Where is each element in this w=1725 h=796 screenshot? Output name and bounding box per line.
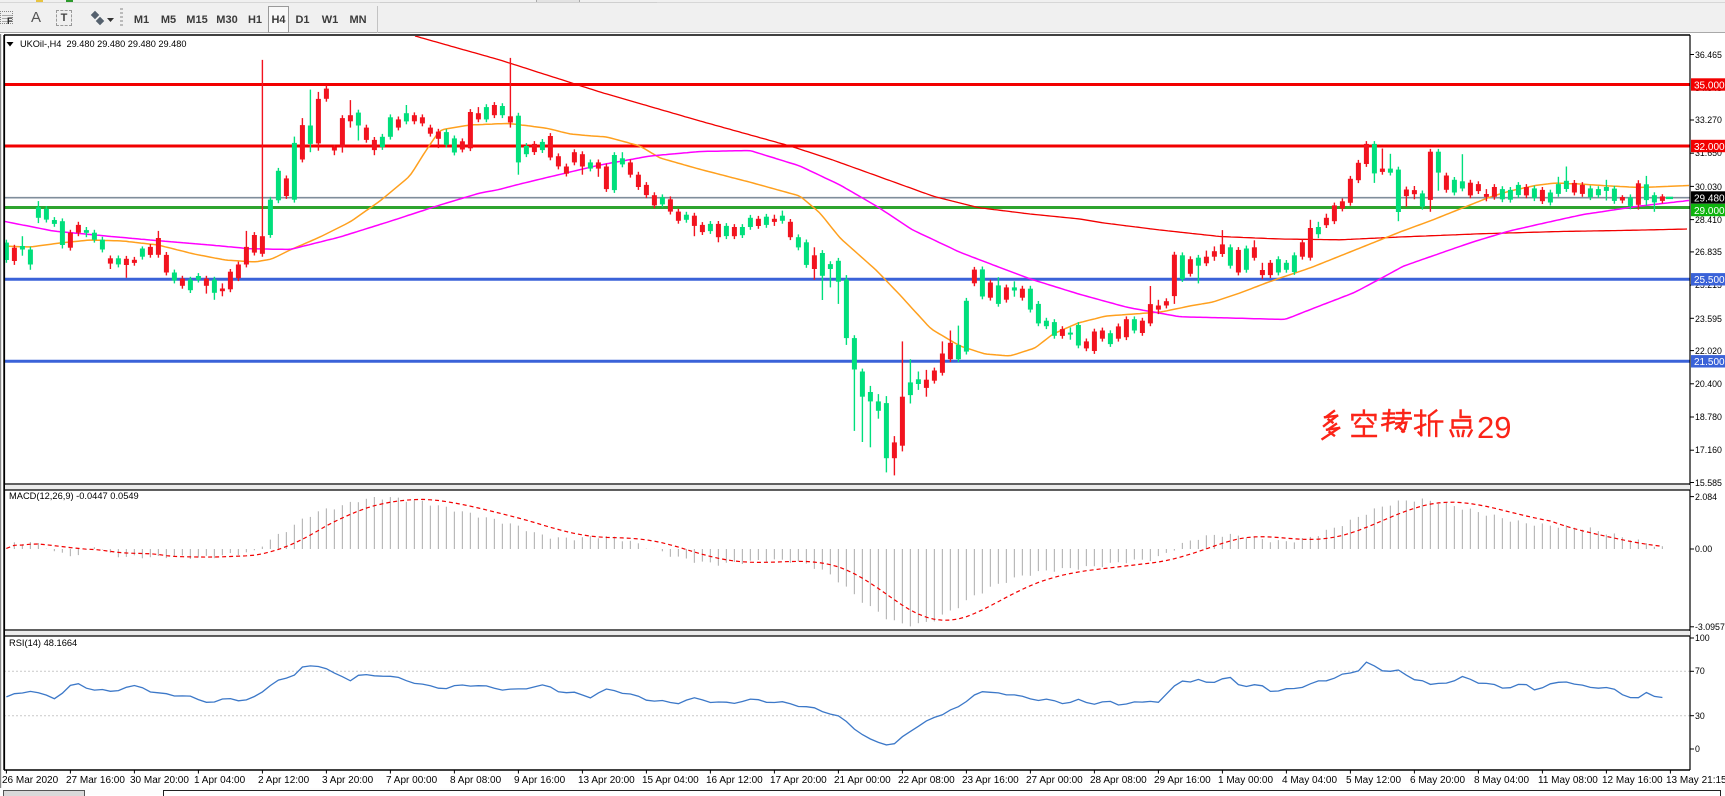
svg-text:27 Apr 00:00: 27 Apr 00:00: [1026, 775, 1083, 786]
svg-text:8 Apr 08:00: 8 Apr 08:00: [450, 775, 502, 786]
svg-text:28 Apr 08:00: 28 Apr 08:00: [1090, 775, 1147, 786]
svg-text:5 May 12:00: 5 May 12:00: [1346, 775, 1401, 786]
svg-text:23.595: 23.595: [1695, 314, 1722, 324]
svg-text:33.270: 33.270: [1695, 115, 1722, 125]
svg-text:-3.0957: -3.0957: [1695, 622, 1725, 632]
svg-text:13 Apr 20:00: 13 Apr 20:00: [578, 775, 635, 786]
svg-text:7 Apr 00:00: 7 Apr 00:00: [386, 775, 438, 786]
svg-text:13 May 21:15: 13 May 21:15: [1666, 775, 1725, 786]
svg-text:22.020: 22.020: [1695, 346, 1722, 356]
svg-text:4 May 04:00: 4 May 04:00: [1282, 775, 1337, 786]
svg-text:11 May 08:00: 11 May 08:00: [1538, 775, 1598, 786]
svg-text:100: 100: [1695, 633, 1710, 643]
svg-text:35.000: 35.000: [1694, 80, 1725, 91]
svg-text:2 Apr 12:00: 2 Apr 12:00: [258, 775, 310, 786]
svg-text:12 May 16:00: 12 May 16:00: [1602, 775, 1663, 786]
svg-text:26.835: 26.835: [1695, 247, 1722, 257]
svg-text:20.400: 20.400: [1695, 379, 1722, 389]
svg-text:15.585: 15.585: [1695, 478, 1722, 488]
svg-text:2.084: 2.084: [1695, 492, 1717, 502]
svg-text:21 Apr 00:00: 21 Apr 00:00: [834, 775, 891, 786]
svg-text:18.780: 18.780: [1695, 412, 1722, 422]
svg-text:23 Apr 16:00: 23 Apr 16:00: [962, 775, 1019, 786]
svg-text:UKOil-,H4 29.480 29.480 29.48: UKOil-,H4 29.480 29.480 29.480 29.480: [20, 39, 187, 49]
svg-text:17 Apr 20:00: 17 Apr 20:00: [770, 775, 827, 786]
svg-text:36.465: 36.465: [1695, 50, 1722, 60]
svg-text:28.410: 28.410: [1695, 215, 1722, 225]
svg-text:70: 70: [1695, 666, 1705, 676]
svg-text:21.500: 21.500: [1694, 357, 1725, 368]
svg-text:30: 30: [1695, 711, 1705, 721]
svg-text:29.000: 29.000: [1694, 206, 1725, 217]
svg-text:25.500: 25.500: [1694, 275, 1725, 286]
svg-text:32.000: 32.000: [1694, 142, 1725, 153]
svg-text:15 Apr 04:00: 15 Apr 04:00: [642, 775, 699, 786]
svg-text:6 May 20:00: 6 May 20:00: [1410, 775, 1465, 786]
svg-text:1 Apr 04:00: 1 Apr 04:00: [194, 775, 246, 786]
svg-text:26 Mar 2020: 26 Mar 2020: [2, 775, 59, 786]
svg-text:0.00: 0.00: [1695, 544, 1712, 554]
svg-text:30 Mar 20:00: 30 Mar 20:00: [130, 775, 189, 786]
svg-text:8 May 04:00: 8 May 04:00: [1474, 775, 1529, 786]
svg-text:1 May 00:00: 1 May 00:00: [1218, 775, 1273, 786]
svg-text:MACD(12,26,9) -0.0447 0.0549: MACD(12,26,9) -0.0447 0.0549: [9, 491, 139, 501]
svg-text:17.160: 17.160: [1695, 445, 1722, 455]
svg-text:0: 0: [1695, 744, 1700, 754]
svg-text:9 Apr 16:00: 9 Apr 16:00: [514, 775, 566, 786]
svg-text:31.650: 31.650: [1695, 148, 1722, 158]
svg-text:RSI(14) 48.1664: RSI(14) 48.1664: [9, 638, 77, 648]
svg-text:22 Apr 08:00: 22 Apr 08:00: [898, 775, 955, 786]
svg-text:3 Apr 20:00: 3 Apr 20:00: [322, 775, 374, 786]
svg-text:29 Apr 16:00: 29 Apr 16:00: [1154, 775, 1211, 786]
svg-text:29.480: 29.480: [1694, 193, 1725, 204]
svg-text:16 Apr 12:00: 16 Apr 12:00: [706, 775, 763, 786]
svg-text:29: 29: [1477, 410, 1511, 445]
svg-text:27 Mar 16:00: 27 Mar 16:00: [66, 775, 125, 786]
svg-text:30.030: 30.030: [1695, 182, 1722, 192]
